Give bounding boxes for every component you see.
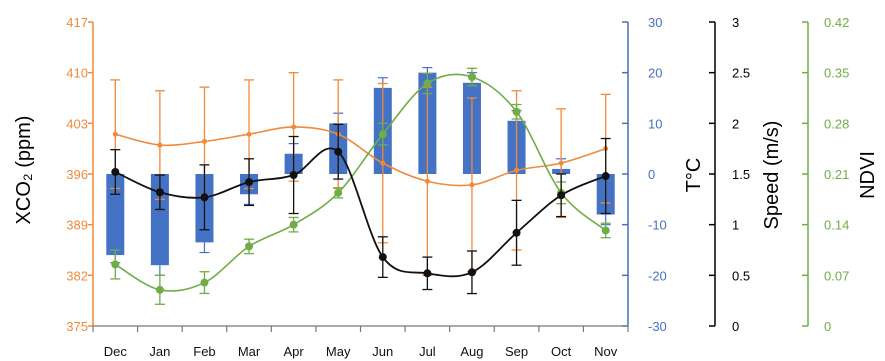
speed-tick-label: 0.5	[732, 268, 750, 283]
x-axis: Dec Jan Feb Mar Apr May Jun Jul Aug Sep Oct Nov	[92, 325, 629, 359]
wind-speed-point	[601, 172, 610, 181]
ndvi-tick-label: 0.14	[824, 218, 849, 233]
temp-tick-label: 30	[648, 15, 662, 30]
wind-speed-point	[557, 191, 566, 200]
x-tick-label: Aug	[460, 344, 483, 359]
xco2-tick-label: 410	[66, 66, 88, 81]
x-tick-label: Jan	[149, 344, 170, 359]
wind-speed-point	[423, 269, 432, 278]
xco2-point	[469, 182, 475, 188]
xco2-point	[514, 167, 520, 173]
xco2-point	[201, 138, 207, 144]
x-tick-label: Jun	[372, 344, 393, 359]
wind-speed-point	[289, 171, 298, 180]
speed-tick-label: 0	[732, 319, 739, 334]
speed-tick-label: 1	[732, 218, 739, 233]
ndvi-axis: 0 0.07 0.14 0.21 0.28 0.35 0.42	[802, 15, 849, 334]
ndvi-point	[512, 107, 521, 116]
ndvi-point	[334, 188, 343, 197]
ndvi-axis-title: NDVI	[857, 151, 879, 199]
x-tick-label: Jul	[419, 344, 436, 359]
ndvi-point	[467, 73, 476, 82]
x-tick-label: Feb	[193, 344, 215, 359]
x-tick-label: Dec	[104, 344, 128, 359]
xco2-point	[424, 178, 430, 184]
temp-tick-label: -10	[648, 218, 667, 233]
ndvi-point	[289, 220, 298, 229]
ndvi-tick-label: 0.21	[824, 167, 849, 182]
xco2-axis: 375 382 389 396 403 410 417	[66, 15, 94, 334]
x-tick-label: Mar	[238, 344, 261, 359]
temp-tick-label: 20	[648, 66, 662, 81]
speed-tick-label: 2	[732, 116, 739, 131]
temp-tick-label: 0	[648, 167, 655, 182]
temp-tick-label: -20	[648, 268, 667, 283]
wind-speed-point	[378, 253, 387, 262]
ndvi-tick-label: 0.28	[824, 116, 849, 131]
temp-tick-label: -30	[648, 319, 667, 334]
wind-speed-point	[512, 228, 521, 237]
temp-tick-label: 10	[648, 116, 662, 131]
wind-speed-point	[200, 193, 209, 202]
wind-speed-series	[110, 123, 611, 295]
ndvi-line	[114, 73, 607, 292]
ndvi-point	[155, 285, 164, 294]
xco2-point	[157, 142, 163, 148]
ndvi-tick-label: 0.35	[824, 66, 849, 81]
wind-speed-point	[245, 178, 254, 187]
xco2-tick-label: 403	[66, 116, 88, 131]
temperature-series	[106, 66, 615, 276]
ndvi-point	[423, 79, 432, 88]
speed-tick-label: 2.5	[732, 66, 750, 81]
xco2-line	[115, 126, 606, 187]
ndvi-point	[111, 260, 120, 269]
ndvi-series	[110, 67, 611, 305]
ndvi-point	[245, 242, 254, 251]
xco2-point	[558, 160, 564, 166]
ndvi-point	[601, 226, 610, 235]
speed-tick-label: 1.5	[732, 167, 750, 182]
speed-tick-label: 3	[732, 15, 739, 30]
xco2-tick-label: 417	[66, 15, 88, 30]
x-tick-label: Apr	[284, 344, 305, 359]
speed-axis: 0 0.5 1 1.5 2 2.5 3	[709, 15, 750, 334]
ndvi-tick-label: 0.42	[824, 15, 849, 30]
x-tick-label: May	[326, 344, 351, 359]
xco2-tick-label: 382	[66, 268, 88, 283]
speed-axis-title: Speed (m/s)	[761, 121, 783, 230]
xco2-tick-label: 375	[66, 319, 88, 334]
x-tick-label: Oct	[551, 344, 572, 359]
xco2-point	[380, 160, 386, 166]
xco2-tick-label: 389	[66, 218, 88, 233]
ndvi-point	[200, 278, 209, 287]
xco2-axis-title: XCO₂ (ppm)	[13, 116, 35, 225]
wind-speed-point	[467, 268, 476, 277]
wind-speed-point	[155, 188, 164, 197]
wind-speed-point	[334, 147, 343, 156]
temperature-bar	[150, 174, 169, 266]
ndvi-point	[378, 130, 387, 139]
temp-axis-title: T°C	[683, 158, 705, 193]
ndvi-tick-label: 0.07	[824, 268, 849, 283]
wind-speed-point	[111, 167, 120, 176]
x-tick-label: Nov	[594, 344, 618, 359]
xco2-point	[112, 131, 118, 137]
xco2-series	[110, 72, 611, 276]
ndvi-tick-label: 0	[824, 319, 831, 334]
temp-axis: -30 -20 -10 0 10 20 30	[622, 15, 667, 334]
xco2-tick-label: 396	[66, 167, 88, 182]
x-tick-label: Sep	[505, 344, 528, 359]
xco2-point	[246, 131, 252, 137]
xco2-point	[291, 124, 297, 130]
